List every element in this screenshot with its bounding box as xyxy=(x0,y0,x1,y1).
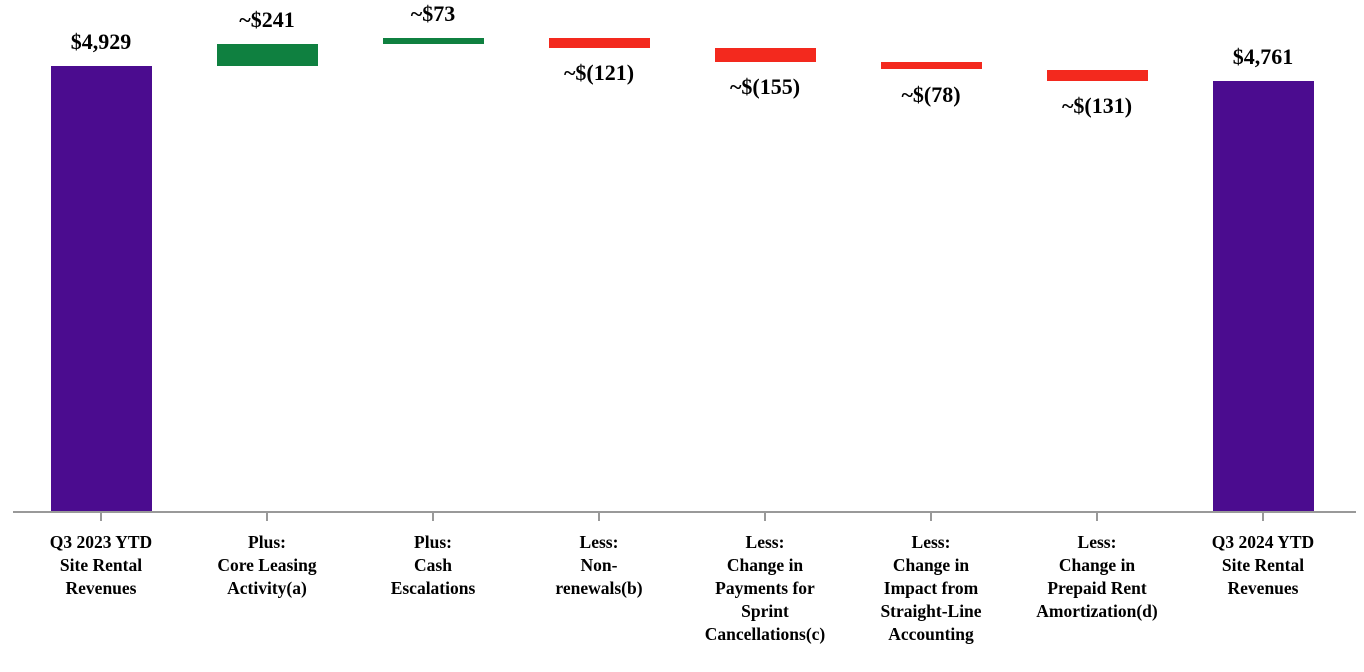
category-label: Less: Change in Payments for Sprint Cancella… xyxy=(677,531,853,646)
category-label-line: Site Rental xyxy=(1221,555,1305,575)
bar-value-label: ~$(155) xyxy=(729,74,801,100)
axis-tick xyxy=(598,512,600,521)
category-label-line: Prepaid Rent xyxy=(1047,578,1147,598)
bar-value-label: ~$73 xyxy=(410,0,456,26)
bar-value-label: ~$(121) xyxy=(563,60,635,86)
waterfall-bar-increase xyxy=(382,37,484,45)
category-label-line: Less: xyxy=(745,532,785,552)
category-label-line: Core Leasing xyxy=(217,555,317,575)
category-label: Plus: Cash Escalations xyxy=(345,531,521,600)
axis-tick xyxy=(100,512,102,521)
category-label-line: Escalations xyxy=(390,578,476,598)
category-label: Less: Change in Prepaid Rent Amortization(d… xyxy=(1009,531,1185,623)
axis-tick xyxy=(432,512,434,521)
bar-value-label: $4,929 xyxy=(70,28,132,54)
category-label-line: Change in xyxy=(892,555,970,575)
category-label-line: Activity(a) xyxy=(227,578,307,598)
category-label-line: Sprint xyxy=(741,601,789,621)
axis-tick xyxy=(1096,512,1098,521)
category-label-line: Revenues xyxy=(1227,578,1299,598)
category-label-line: Change in xyxy=(726,555,804,575)
category-label-line: Cancellations(c) xyxy=(704,624,826,644)
category-label-line: Q3 2024 YTD xyxy=(1211,532,1315,552)
category-label-line: Less: xyxy=(579,532,619,552)
category-label-line: Plus: xyxy=(248,532,286,552)
category-label-line: Change in xyxy=(1058,555,1136,575)
category-label-line: renewals(b) xyxy=(555,578,643,598)
category-label-line: Less: xyxy=(1077,532,1117,552)
category-label-line: Plus: xyxy=(414,532,452,552)
category-label-line: Payments for xyxy=(715,578,815,598)
category-label-line: Accounting xyxy=(888,624,974,644)
category-label: Less: Change in Impact from Straight-Line Ac… xyxy=(843,531,1019,646)
category-label-line: Q3 2023 YTD xyxy=(49,532,153,552)
category-label-line: Less: xyxy=(911,532,951,552)
axis-tick xyxy=(1262,512,1264,521)
category-label: Plus: Core Leasing Activity(a) xyxy=(179,531,355,600)
axis-tick xyxy=(764,512,766,521)
bar-value-label: $4,761 xyxy=(1232,44,1294,70)
bar-value-label: ~$(78) xyxy=(901,81,961,107)
category-label: Less: Non-renewals(b) xyxy=(511,531,687,600)
bar-value-label: ~$(131) xyxy=(1061,93,1133,119)
waterfall-bar-decrease xyxy=(880,62,982,70)
category-label-line: Impact from xyxy=(883,578,979,598)
waterfall-bar-increase xyxy=(216,44,318,66)
waterfall-bar-decrease xyxy=(1046,69,1148,82)
category-label: Q3 2024 YTD Site Rental Revenues xyxy=(1175,531,1351,600)
bar-value-label: ~$241 xyxy=(239,7,295,33)
axis-tick xyxy=(930,512,932,521)
category-label-line: Cash xyxy=(414,555,452,575)
waterfall-bar-total xyxy=(50,65,152,512)
waterfall-bar-decrease xyxy=(714,48,816,63)
category-label-line: Revenues xyxy=(65,578,137,598)
category-label-line: Site Rental xyxy=(59,555,143,575)
x-axis-line xyxy=(13,510,1356,513)
category-label-line: Non- xyxy=(580,555,618,575)
category-label-line: Amortization(d) xyxy=(1036,601,1158,621)
category-label-line: Straight-Line xyxy=(880,601,982,621)
category-label: Q3 2023 YTD Site Rental Revenues xyxy=(13,531,189,600)
axis-tick xyxy=(266,512,268,521)
waterfall-bar-decrease xyxy=(548,37,650,49)
waterfall-bar-total xyxy=(1212,81,1314,512)
